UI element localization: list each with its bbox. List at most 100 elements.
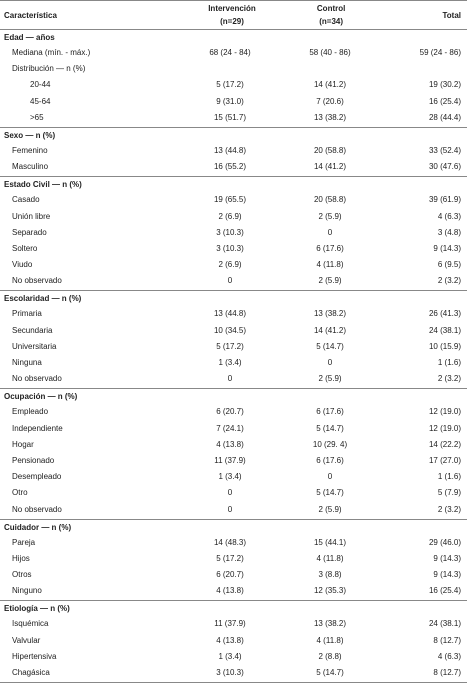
cell-total: 19 (30.2) <box>428 80 461 90</box>
row-label: >65 <box>30 112 44 122</box>
row-label: Primaria <box>12 309 42 319</box>
cell-control: 14 (41.2) <box>313 80 347 90</box>
row-label: No observado <box>12 276 62 286</box>
table-row: Soltero 3 (10.3) 6 (17.6) 9 (14.3) <box>0 241 467 257</box>
cell-control: 6 (17.6) <box>316 455 344 465</box>
table-row: Separado 3 (10.3) 0 3 (4.8) <box>0 225 467 241</box>
table-row: Secundaria 10 (34.5) 14 (41.2) 24 (38.1) <box>0 323 467 339</box>
cell-total: 24 (38.1) <box>428 619 461 629</box>
cell-intervention: 13 (44.8) <box>213 309 247 319</box>
table-row: Hipertensiva 1 (3.4) 2 (8.8) 4 (6.3) <box>0 649 467 665</box>
cell-intervention: 4 (13.8) <box>216 439 244 449</box>
cell-intervention: 0 <box>227 488 233 498</box>
cell-intervention: 1 (3.4) <box>218 358 242 367</box>
cell-control: 7 (20.6) <box>316 96 344 106</box>
cell-total: 26 (41.3) <box>428 309 461 319</box>
row-label: Empleado <box>12 407 49 417</box>
table-section: Ocupación — n (%) Empleado 6 (20.7) 6 (17.6… <box>0 389 467 520</box>
row-label: Chagásica <box>12 668 50 677</box>
row-label: Desempleado <box>12 472 62 482</box>
cell-control: 13 (38.2) <box>313 309 347 319</box>
cell-intervention: 11 (37.9) <box>214 619 246 629</box>
row-label: Unión libre <box>12 211 51 221</box>
row-label: Isquémica <box>12 619 49 629</box>
row-label: Ninguna <box>12 358 42 367</box>
cell-intervention: 1 (3.4) <box>218 651 242 661</box>
characteristics-table: Característica Intervención (n=29) Contr… <box>0 0 467 684</box>
cell-total: 59 (24 - 86) <box>419 48 461 57</box>
cell-intervention: 11 (37.9) <box>214 455 246 465</box>
section-title: Etiología — n (%) <box>4 604 70 614</box>
row-label: Secundaria <box>12 325 53 335</box>
cell-intervention: 3 (10.3) <box>216 243 244 253</box>
cell-intervention: 0 <box>227 374 233 384</box>
cell-total: 6 (9.5) <box>437 260 461 270</box>
section-title: Escolaridad — n (%) <box>4 294 82 304</box>
cell-total: 8 (12.7) <box>433 668 461 677</box>
cell-total: 9 (14.3) <box>433 570 461 580</box>
cell-total: 2 (3.2) <box>437 504 461 514</box>
table-row: Femenino 13 (44.8) 20 (58.8) 33 (52.4) <box>0 143 467 159</box>
table-row: Hijos 5 (17.2) 4 (11.8) 9 (14.3) <box>0 551 467 567</box>
cell-control <box>280 61 380 77</box>
cell-total: 28 (44.4) <box>428 112 461 122</box>
cell-intervention <box>180 61 280 77</box>
cell-intervention: 19 (65.5) <box>213 195 247 205</box>
cell-intervention: 3 (10.3) <box>216 668 244 677</box>
cell-total: 9 (14.3) <box>433 243 461 253</box>
table-row: Valvular 4 (13.8) 4 (11.8) 8 (12.7) <box>0 633 467 649</box>
cell-total: 16 (25.4) <box>428 96 461 106</box>
cell-intervention: 5 (17.2) <box>216 80 244 90</box>
cell-control: 6 (17.6) <box>316 243 344 253</box>
cell-control: 3 (8.8) <box>318 570 342 580</box>
cell-total: 2 (3.2) <box>437 276 461 286</box>
cell-intervention: 4 (13.8) <box>216 586 244 596</box>
cell-control: 4 (11.8) <box>316 260 344 270</box>
table-row: Unión libre 2 (6.9) 2 (5.9) 4 (6.3) <box>0 209 467 225</box>
cell-control: 13 (38.2) <box>313 112 347 122</box>
cell-total: 1 (1.6) <box>437 472 461 482</box>
cell-total: 4 (6.3) <box>437 211 461 221</box>
cell-control: 4 (11.8) <box>316 553 344 563</box>
header-intervention-label: Intervención <box>208 4 256 13</box>
cell-intervention: 6 (20.7) <box>216 407 244 417</box>
row-label: Otro <box>12 488 28 498</box>
cell-total: 2 (3.2) <box>437 374 461 384</box>
cell-total: 4 (6.3) <box>437 651 461 661</box>
cell-total: 9 (14.3) <box>433 553 461 563</box>
cell-control: 0 <box>327 227 333 237</box>
row-label: Hipertensiva <box>12 651 57 661</box>
row-label: Distribución — n (%) <box>12 64 86 74</box>
cell-intervention: 6 (20.7) <box>216 570 244 580</box>
cell-control: 58 (40 - 86) <box>309 48 351 57</box>
cell-intervention: 2 (6.9) <box>218 211 242 221</box>
cell-total: 39 (61.9) <box>428 195 461 205</box>
cell-control: 12 (35.3) <box>313 586 347 596</box>
section-title: Cuidador — n (%) <box>4 522 72 532</box>
row-label: Pensionado <box>12 455 55 465</box>
table-row: 45-64 9 (31.0) 7 (20.6) 16 (25.4) <box>0 94 467 110</box>
row-label: Femenino <box>12 145 48 155</box>
row-label: Independiente <box>12 423 63 433</box>
row-label: Mediana (mín. - máx.) <box>12 48 91 57</box>
row-label: Soltero <box>12 243 38 253</box>
cell-intervention: 1 (3.4) <box>218 472 242 482</box>
section-title: Edad — años <box>4 33 55 42</box>
cell-intervention: 16 (55.2) <box>213 162 247 172</box>
cell-total: 24 (38.1) <box>428 325 461 335</box>
table-section: Etiología — n (%) Isquémica 11 (37.9) 13 (3… <box>0 601 467 684</box>
row-label: Otros <box>12 570 32 580</box>
cell-intervention: 5 (17.2) <box>216 553 244 563</box>
section-title: Sexo — n (%) <box>4 130 56 140</box>
row-label: Casado <box>12 195 40 205</box>
section-title: Ocupación — n (%) <box>4 392 78 402</box>
cell-total: 8 (12.7) <box>433 635 461 645</box>
table-row: Desempleado 1 (3.4) 0 1 (1.6) <box>0 469 467 485</box>
cell-total: 33 (52.4) <box>428 145 461 155</box>
table-row: No observado 0 2 (5.9) 2 (3.2) <box>0 371 467 387</box>
table-row: Masculino 16 (55.2) 14 (41.2) 30 (47.6) <box>0 159 467 175</box>
cell-total: 17 (27.0) <box>428 455 461 465</box>
cell-control: 15 (44.1) <box>313 537 347 547</box>
header-control: Control (n=34) <box>282 1 381 29</box>
cell-total <box>380 61 467 77</box>
